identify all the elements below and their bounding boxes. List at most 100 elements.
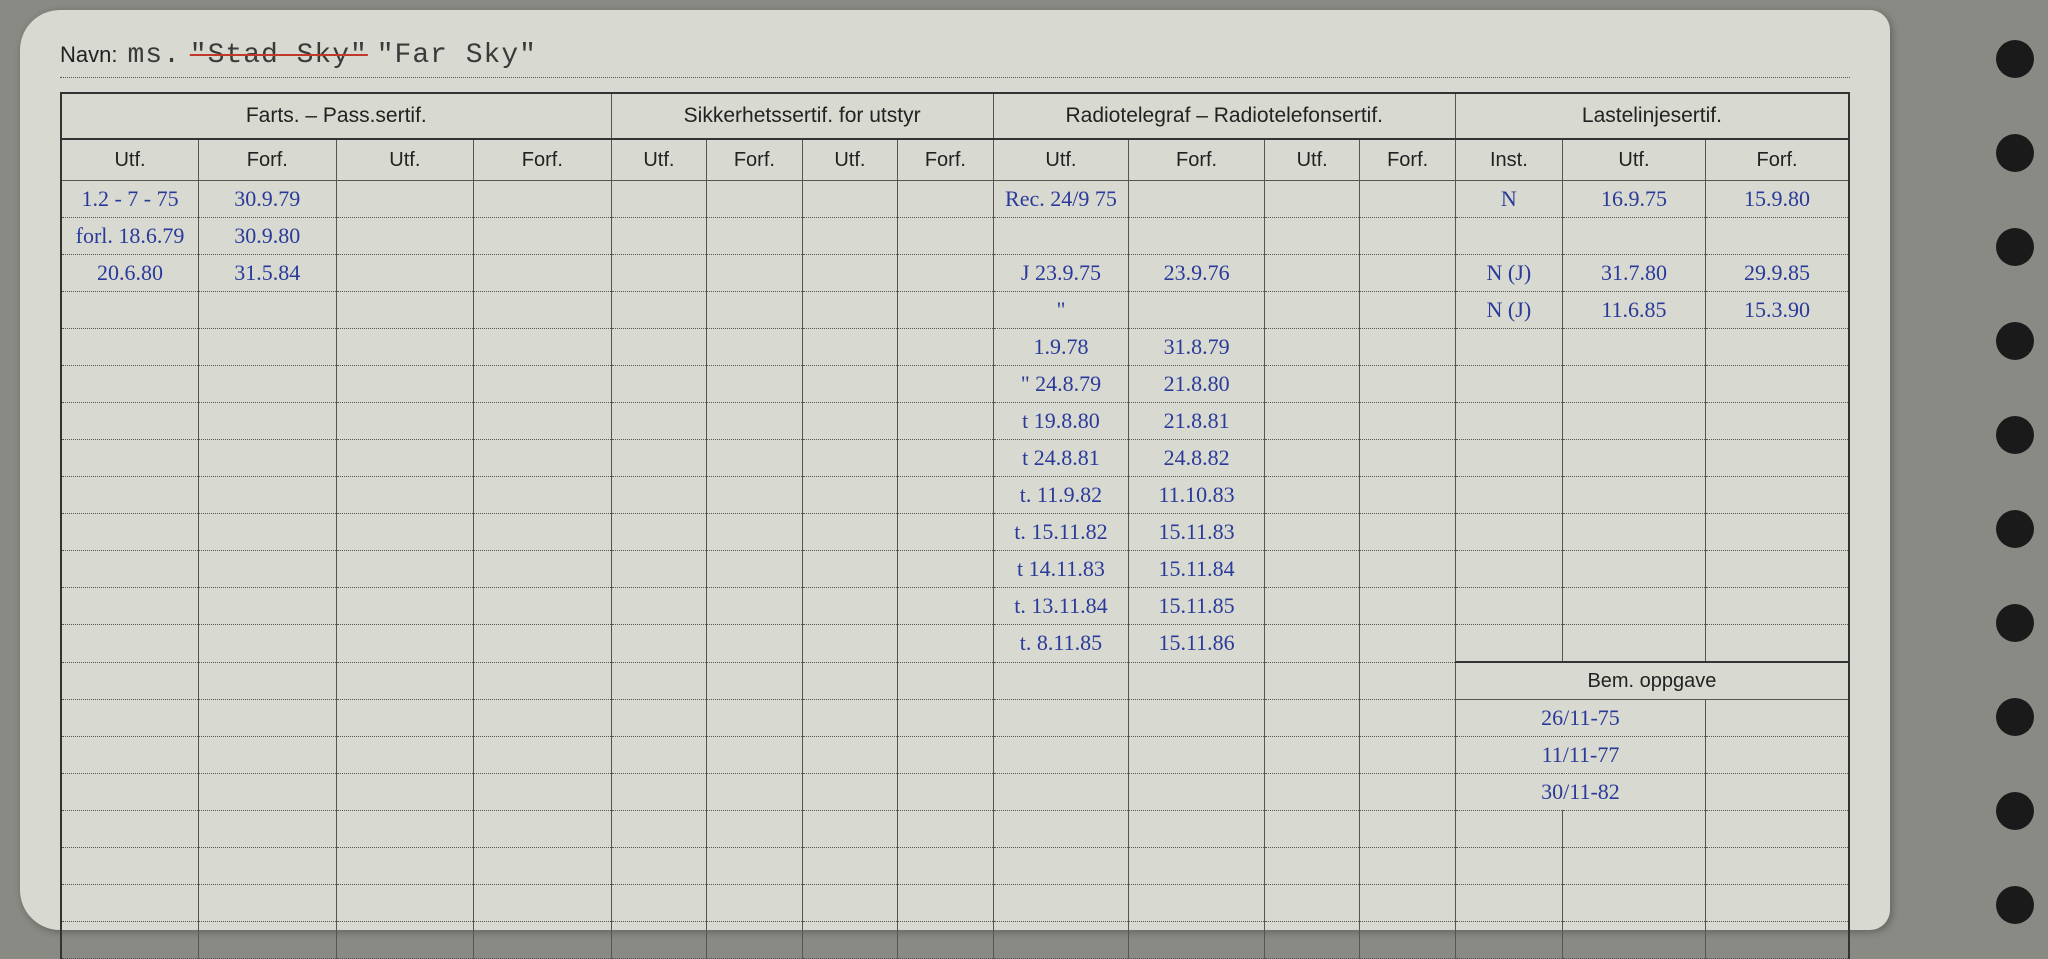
cell (707, 403, 803, 440)
table-row (61, 922, 1849, 959)
cell (199, 440, 337, 477)
col-forf: Forf. (707, 139, 803, 181)
cell: forl. 18.6.79 (61, 218, 199, 255)
subheader-row: Utf. Forf. Utf. Forf. Utf. Forf. Utf. Fo… (61, 139, 1849, 181)
cell (802, 662, 898, 700)
cell (1129, 218, 1265, 255)
cell (336, 848, 474, 885)
table-row: t 24.8.8124.8.82 (61, 440, 1849, 477)
table-body: 1.2 - 7 - 7530.9.79Rec. 24/9 75N16.9.751… (61, 181, 1849, 959)
cell (474, 366, 612, 403)
cell (707, 181, 803, 218)
cell (1562, 922, 1705, 959)
cell (61, 477, 199, 514)
handwritten-value: " (1056, 297, 1065, 322)
cell (1129, 848, 1265, 885)
handwritten-value: 11.6.85 (1601, 297, 1666, 322)
cell (611, 551, 707, 588)
cell (1706, 588, 1849, 625)
cell (707, 700, 803, 737)
cell: J 23.9.75 (993, 255, 1129, 292)
cell: 21.8.81 (1129, 403, 1265, 440)
table-row: forl. 18.6.7930.9.80 (61, 218, 1849, 255)
cell (611, 181, 707, 218)
col-forf: Forf. (199, 139, 337, 181)
cell (1360, 625, 1456, 663)
cell: t. 15.11.82 (993, 514, 1129, 551)
cell (707, 737, 803, 774)
cell (898, 218, 994, 255)
cell (1455, 848, 1562, 885)
cell (802, 885, 898, 922)
cell (474, 737, 612, 774)
cell (61, 588, 199, 625)
cell (1706, 514, 1849, 551)
cell (707, 662, 803, 700)
cell (1360, 700, 1456, 737)
cell (474, 922, 612, 959)
cell (1264, 885, 1360, 922)
cell (802, 292, 898, 329)
cell (802, 329, 898, 366)
cell (336, 588, 474, 625)
cell (474, 551, 612, 588)
cell: 21.8.80 (1129, 366, 1265, 403)
cell (474, 588, 612, 625)
cell (707, 292, 803, 329)
cell (336, 255, 474, 292)
cell (898, 774, 994, 811)
cell (898, 255, 994, 292)
handwritten-value: t. 13.11.84 (1014, 593, 1107, 618)
cell (707, 255, 803, 292)
cell (898, 366, 994, 403)
cell (1264, 922, 1360, 959)
cell (898, 811, 994, 848)
cell (1562, 811, 1705, 848)
cell (474, 885, 612, 922)
cell (199, 848, 337, 885)
cell (474, 440, 612, 477)
binder-holes (1996, 40, 2034, 924)
cell (61, 811, 199, 848)
cell (802, 403, 898, 440)
cell (611, 774, 707, 811)
handwritten-value: 29.9.85 (1744, 260, 1810, 285)
cell (1706, 737, 1849, 774)
cell (611, 255, 707, 292)
cell (199, 774, 337, 811)
handwritten-value: 31.7.80 (1601, 260, 1667, 285)
cell (993, 922, 1129, 959)
cell (474, 292, 612, 329)
cell (1129, 700, 1265, 737)
cell (1706, 922, 1849, 959)
cell (1264, 514, 1360, 551)
cell (802, 737, 898, 774)
cell (199, 922, 337, 959)
cell (474, 218, 612, 255)
cell (1706, 329, 1849, 366)
handwritten-value: 20.6.80 (97, 260, 163, 285)
handwritten-value: 1.9.78 (1033, 334, 1088, 359)
cell: N (J) (1455, 255, 1562, 292)
cell (898, 329, 994, 366)
cell (1264, 440, 1360, 477)
hole (1996, 416, 2034, 454)
cell (611, 514, 707, 551)
handwritten-value: 31.8.79 (1164, 334, 1230, 359)
cell (898, 700, 994, 737)
cell: 15.11.84 (1129, 551, 1265, 588)
cell (1360, 440, 1456, 477)
cell (61, 774, 199, 811)
cell (336, 551, 474, 588)
cell (898, 588, 994, 625)
col-forf: Forf. (1360, 139, 1456, 181)
cell (474, 625, 612, 663)
cell (611, 737, 707, 774)
cell (1455, 811, 1562, 848)
cell (707, 625, 803, 663)
cell (1562, 625, 1705, 663)
hole (1996, 698, 2034, 736)
cell: t. 8.11.85 (993, 625, 1129, 663)
col-utf: Utf. (1562, 139, 1705, 181)
cell: 15.11.86 (1129, 625, 1265, 663)
